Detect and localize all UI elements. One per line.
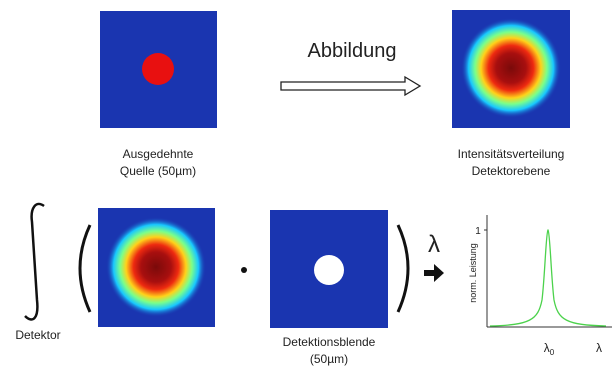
paren-right — [398, 225, 408, 312]
integral-sign — [25, 204, 44, 319]
aperture-label: Detektionsblende — [283, 335, 376, 349]
diagram: Ausgedehnte Quelle (50µm) Abbildung Inte… — [0, 0, 615, 372]
x-tick-label: λ0 — [544, 341, 555, 357]
result-label: Detektorebene — [472, 164, 551, 178]
intensity-spot — [106, 217, 206, 317]
source-spot — [142, 53, 174, 85]
aperture-hole — [314, 255, 344, 285]
arrow-label: Abbildung — [308, 40, 397, 62]
result-label: Intensitätsverteilung — [458, 147, 565, 161]
wavelength-symbol: λ — [428, 231, 440, 258]
arrow — [281, 77, 420, 95]
source-label: Ausgedehnte — [123, 147, 194, 161]
arrow — [424, 264, 444, 282]
subscript: 0 — [550, 348, 555, 357]
product-dot — [241, 267, 247, 273]
intensity-spot — [461, 18, 561, 118]
y-tick-label: 1 — [475, 226, 481, 237]
integral-label: Detektor — [15, 328, 60, 342]
x-axis-label: λ — [596, 341, 602, 355]
paren-left — [80, 225, 90, 312]
y-axis-label: norm. Leistung — [468, 243, 478, 303]
source-label: Quelle (50µm) — [120, 164, 196, 178]
spectrum-curve — [490, 230, 606, 326]
aperture-label: (50µm) — [310, 352, 348, 366]
